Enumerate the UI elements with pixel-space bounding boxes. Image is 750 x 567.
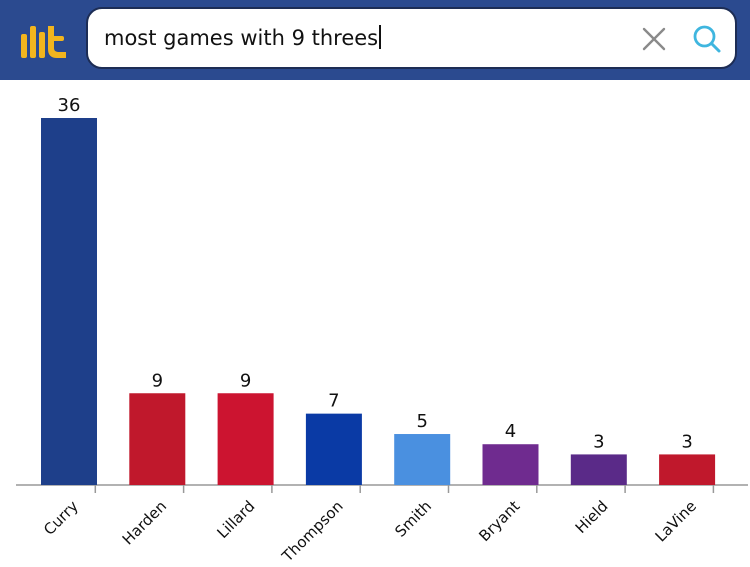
logo-icon[interactable] — [18, 22, 70, 58]
x-tick-label: Bryant — [475, 497, 523, 545]
bar-value-label: 9 — [152, 370, 163, 391]
bar-value-label: 36 — [58, 95, 81, 116]
bar-value-label: 4 — [505, 421, 516, 442]
bar-smith[interactable] — [394, 434, 451, 485]
x-tick-label: Smith — [391, 497, 435, 541]
bar-lavine[interactable] — [659, 454, 716, 485]
bar-thompson[interactable] — [305, 413, 362, 485]
header-bar: most games with 9 threes — [0, 0, 750, 80]
x-tick-label: LaVine — [652, 497, 700, 545]
bar-value-label: 3 — [681, 431, 692, 452]
bar-chart: 36 Curry 9 Harden 9 Lillard 7 Thompson 5 Smith 4 Br… — [16, 95, 748, 566]
search-icon[interactable] — [692, 24, 722, 54]
bar-value-label: 3 — [593, 431, 604, 452]
search-query-text: most games with 9 threes — [104, 26, 379, 50]
bar-hield[interactable] — [570, 454, 627, 485]
x-tick-label: Curry — [40, 497, 82, 539]
bar-value-label: 9 — [240, 370, 251, 391]
x-tick-label: Lillard — [214, 497, 259, 542]
x-tick-label: Thompson — [278, 497, 347, 566]
bar-value-label: 5 — [416, 411, 427, 432]
close-icon[interactable] — [641, 26, 667, 52]
bar-lillard[interactable] — [217, 393, 274, 485]
bar-curry[interactable] — [41, 118, 97, 485]
text-cursor — [379, 25, 382, 49]
x-tick-label: Hield — [572, 497, 612, 537]
x-tick-label: Harden — [119, 497, 170, 548]
search-bar[interactable]: most games with 9 threes — [86, 7, 737, 69]
bar-value-label: 7 — [328, 391, 339, 412]
search-input[interactable]: most games with 9 threes — [104, 9, 382, 67]
bar-harden[interactable] — [129, 393, 186, 485]
bar-bryant[interactable] — [482, 444, 539, 485]
